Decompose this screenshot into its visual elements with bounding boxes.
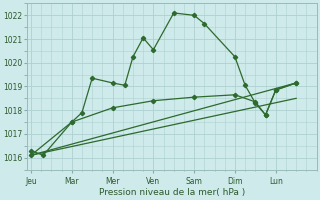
X-axis label: Pression niveau de la mer( hPa ): Pression niveau de la mer( hPa ) xyxy=(99,188,245,197)
